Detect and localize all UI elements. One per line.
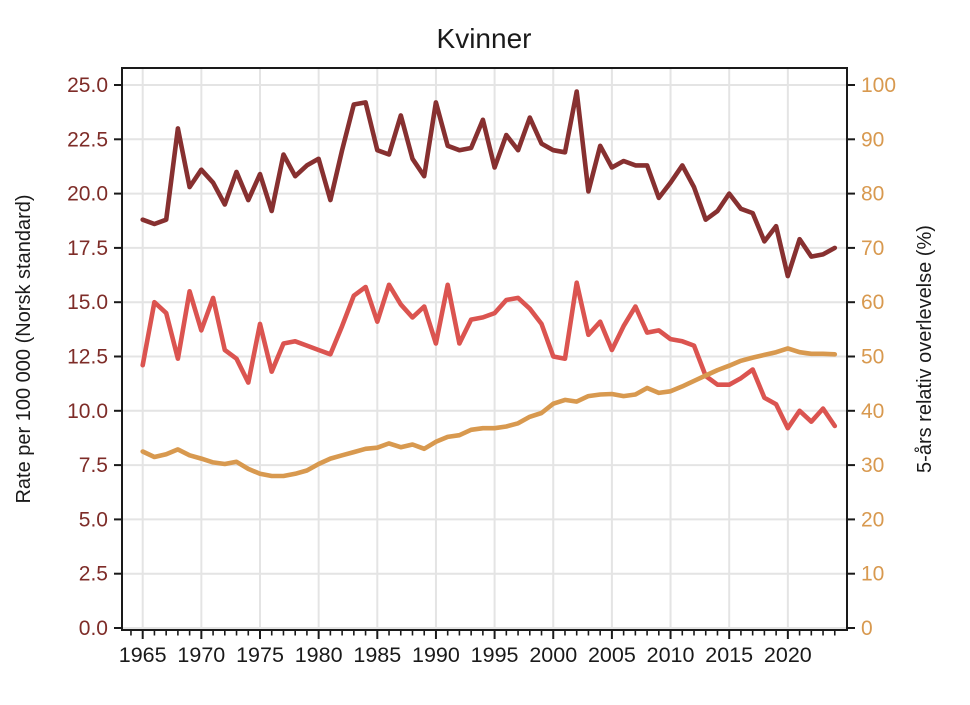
x-axis-tick-label: 1980 bbox=[295, 643, 343, 667]
right-axis-label: 5-års relativ overlevelse (%) bbox=[914, 225, 936, 473]
x-axis-tick-label: 1975 bbox=[236, 643, 284, 667]
x-axis-tick-label: 2015 bbox=[705, 643, 753, 667]
x-axis-tick-label: 2010 bbox=[647, 643, 695, 667]
left-axis-tick-label: 17.5 bbox=[67, 237, 108, 260]
right-axis-tick-label: 10 bbox=[861, 563, 884, 586]
chart-title: Kvinner bbox=[437, 23, 532, 54]
right-axis-tick-label: 100 bbox=[861, 74, 896, 97]
x-axis-tick-label: 2005 bbox=[588, 643, 636, 667]
right-axis-tick-label: 90 bbox=[861, 128, 884, 151]
right-axis-tick-label: 40 bbox=[861, 400, 884, 423]
left-axis-tick-label: 12.5 bbox=[67, 346, 108, 369]
grid-layer bbox=[122, 68, 847, 630]
x-axis-tick-label: 1990 bbox=[412, 643, 460, 667]
right-axis-tick-label: 80 bbox=[861, 183, 884, 206]
left-axis-tick-label: 15.0 bbox=[67, 291, 108, 314]
left-axis-tick-label: 25.0 bbox=[67, 74, 108, 97]
left-axis-tick-label: 20.0 bbox=[67, 183, 108, 206]
x-axis-tick-label: 2000 bbox=[529, 643, 577, 667]
right-axis-tick-label: 30 bbox=[861, 454, 884, 477]
five-year-relative-survival-percent-line bbox=[140, 346, 838, 479]
left-axis-tick-label: 2.5 bbox=[79, 563, 108, 586]
mortality-rate-line bbox=[140, 280, 838, 431]
left-axis-tick-label: 7.5 bbox=[79, 454, 108, 477]
right-axis-tick-label: 20 bbox=[861, 508, 884, 531]
panel-border bbox=[121, 67, 848, 631]
axis-layer: 0.0 2.5 5.0 7.5 10.0 12.5 15.0 17.5 20.0 22.5 25.0… bbox=[67, 67, 896, 667]
right-axis-tick-label: 70 bbox=[861, 237, 884, 260]
series-layer bbox=[140, 89, 838, 479]
right-axis-tick-label: 60 bbox=[861, 291, 884, 314]
left-axis-label: Rate per 100 000 (Norsk standard) bbox=[13, 194, 35, 503]
left-axis-tick-label: 5.0 bbox=[79, 508, 108, 531]
x-axis-tick-label: 2020 bbox=[764, 643, 812, 667]
x-axis-tick-label: 1985 bbox=[353, 643, 401, 667]
left-axis-tick-label: 10.0 bbox=[67, 400, 108, 423]
x-axis-tick-label: 1965 bbox=[119, 643, 167, 667]
right-axis-tick-label: 50 bbox=[861, 346, 884, 369]
incidence-rate-line bbox=[140, 89, 838, 279]
x-axis-tick-label: 1970 bbox=[177, 643, 225, 667]
right-axis-tick-label: 0 bbox=[861, 617, 873, 640]
x-axis-tick-label: 1995 bbox=[471, 643, 519, 667]
left-axis-tick-label: 0.0 bbox=[79, 617, 108, 640]
left-axis-tick-label: 22.5 bbox=[67, 128, 108, 151]
